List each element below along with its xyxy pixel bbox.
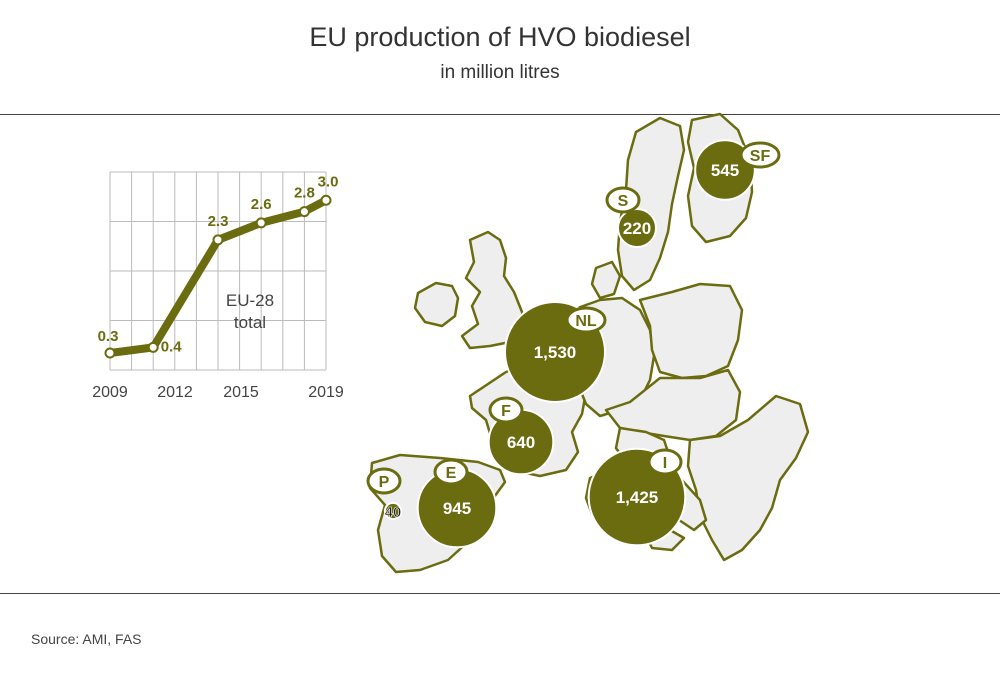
data-point: [255, 217, 267, 229]
country-code-badge: [739, 141, 781, 169]
x-tick-label: 2015: [223, 384, 259, 401]
country-value-label: 1,425: [616, 488, 659, 507]
data-point: [320, 194, 332, 206]
page-subtitle: in million litres: [440, 62, 560, 83]
country-code-badge: [488, 396, 524, 424]
country-value-label: 1,530: [534, 343, 577, 362]
denmark-shape: [590, 260, 622, 300]
country-code-label: E: [446, 465, 457, 482]
data-value-label: 0.3: [98, 328, 119, 345]
country-value-label: 640: [507, 433, 535, 452]
x-tick-label: 2012: [157, 384, 193, 401]
country-value-label: 945: [443, 499, 471, 518]
page-title: EU production of HVO biodiesel: [309, 22, 691, 52]
country-code-badge: [647, 448, 683, 476]
ireland-shape: [413, 281, 460, 328]
x-tick-labels: 2009 2012 2015 2019: [92, 384, 344, 401]
country-code-badge: [565, 306, 607, 334]
data-value-label: 2.8: [294, 185, 315, 202]
country-code-label: SF: [750, 148, 771, 165]
data-point: [147, 341, 159, 353]
data-point: [104, 347, 116, 359]
series-value-labels: 0.3 0.4 2.3 2.6 2.83.0: [98, 173, 339, 355]
source-note: Source: AMI, FAS: [31, 631, 142, 647]
inset-label-line2: total: [234, 313, 266, 332]
country-code-label: S: [618, 193, 629, 210]
poland-baltics-shape: [638, 282, 744, 380]
x-tick-label: 2009: [92, 384, 128, 401]
country-code-label: F: [501, 403, 511, 420]
data-value-label: 2.3: [208, 213, 229, 230]
country-bubble: [383, 501, 403, 521]
country-code-badge: [605, 186, 641, 214]
top-divider: [0, 114, 1000, 115]
country-bubble: [617, 208, 657, 248]
data-point: [212, 234, 224, 246]
data-point: [298, 206, 310, 218]
country-code-label: P: [379, 474, 390, 491]
great-britain-shape: [460, 230, 527, 350]
country-code-badge: [366, 467, 402, 495]
inset-label-line1: EU-28: [226, 291, 274, 310]
inset-grid: [109, 171, 327, 371]
data-value-label: 3.0: [318, 173, 339, 190]
inset-line-chart: EU-28 total 0.3 0.4 2.3 2.6 2.83.0 2009 2012…: [92, 171, 344, 401]
country-code-label: I: [663, 455, 667, 472]
x-tick-label: 2019: [308, 384, 344, 401]
data-value-label: 2.6: [251, 196, 272, 213]
country-code-badge: [433, 458, 469, 486]
data-value-label: 0.4: [161, 338, 183, 355]
series-points: [104, 194, 332, 359]
country-code-label: NL: [575, 313, 597, 330]
bottom-divider: [0, 593, 1000, 594]
country-value-label: 40: [385, 504, 402, 521]
country-value-label: 545: [711, 161, 739, 180]
country-value-label: 220: [623, 219, 651, 238]
